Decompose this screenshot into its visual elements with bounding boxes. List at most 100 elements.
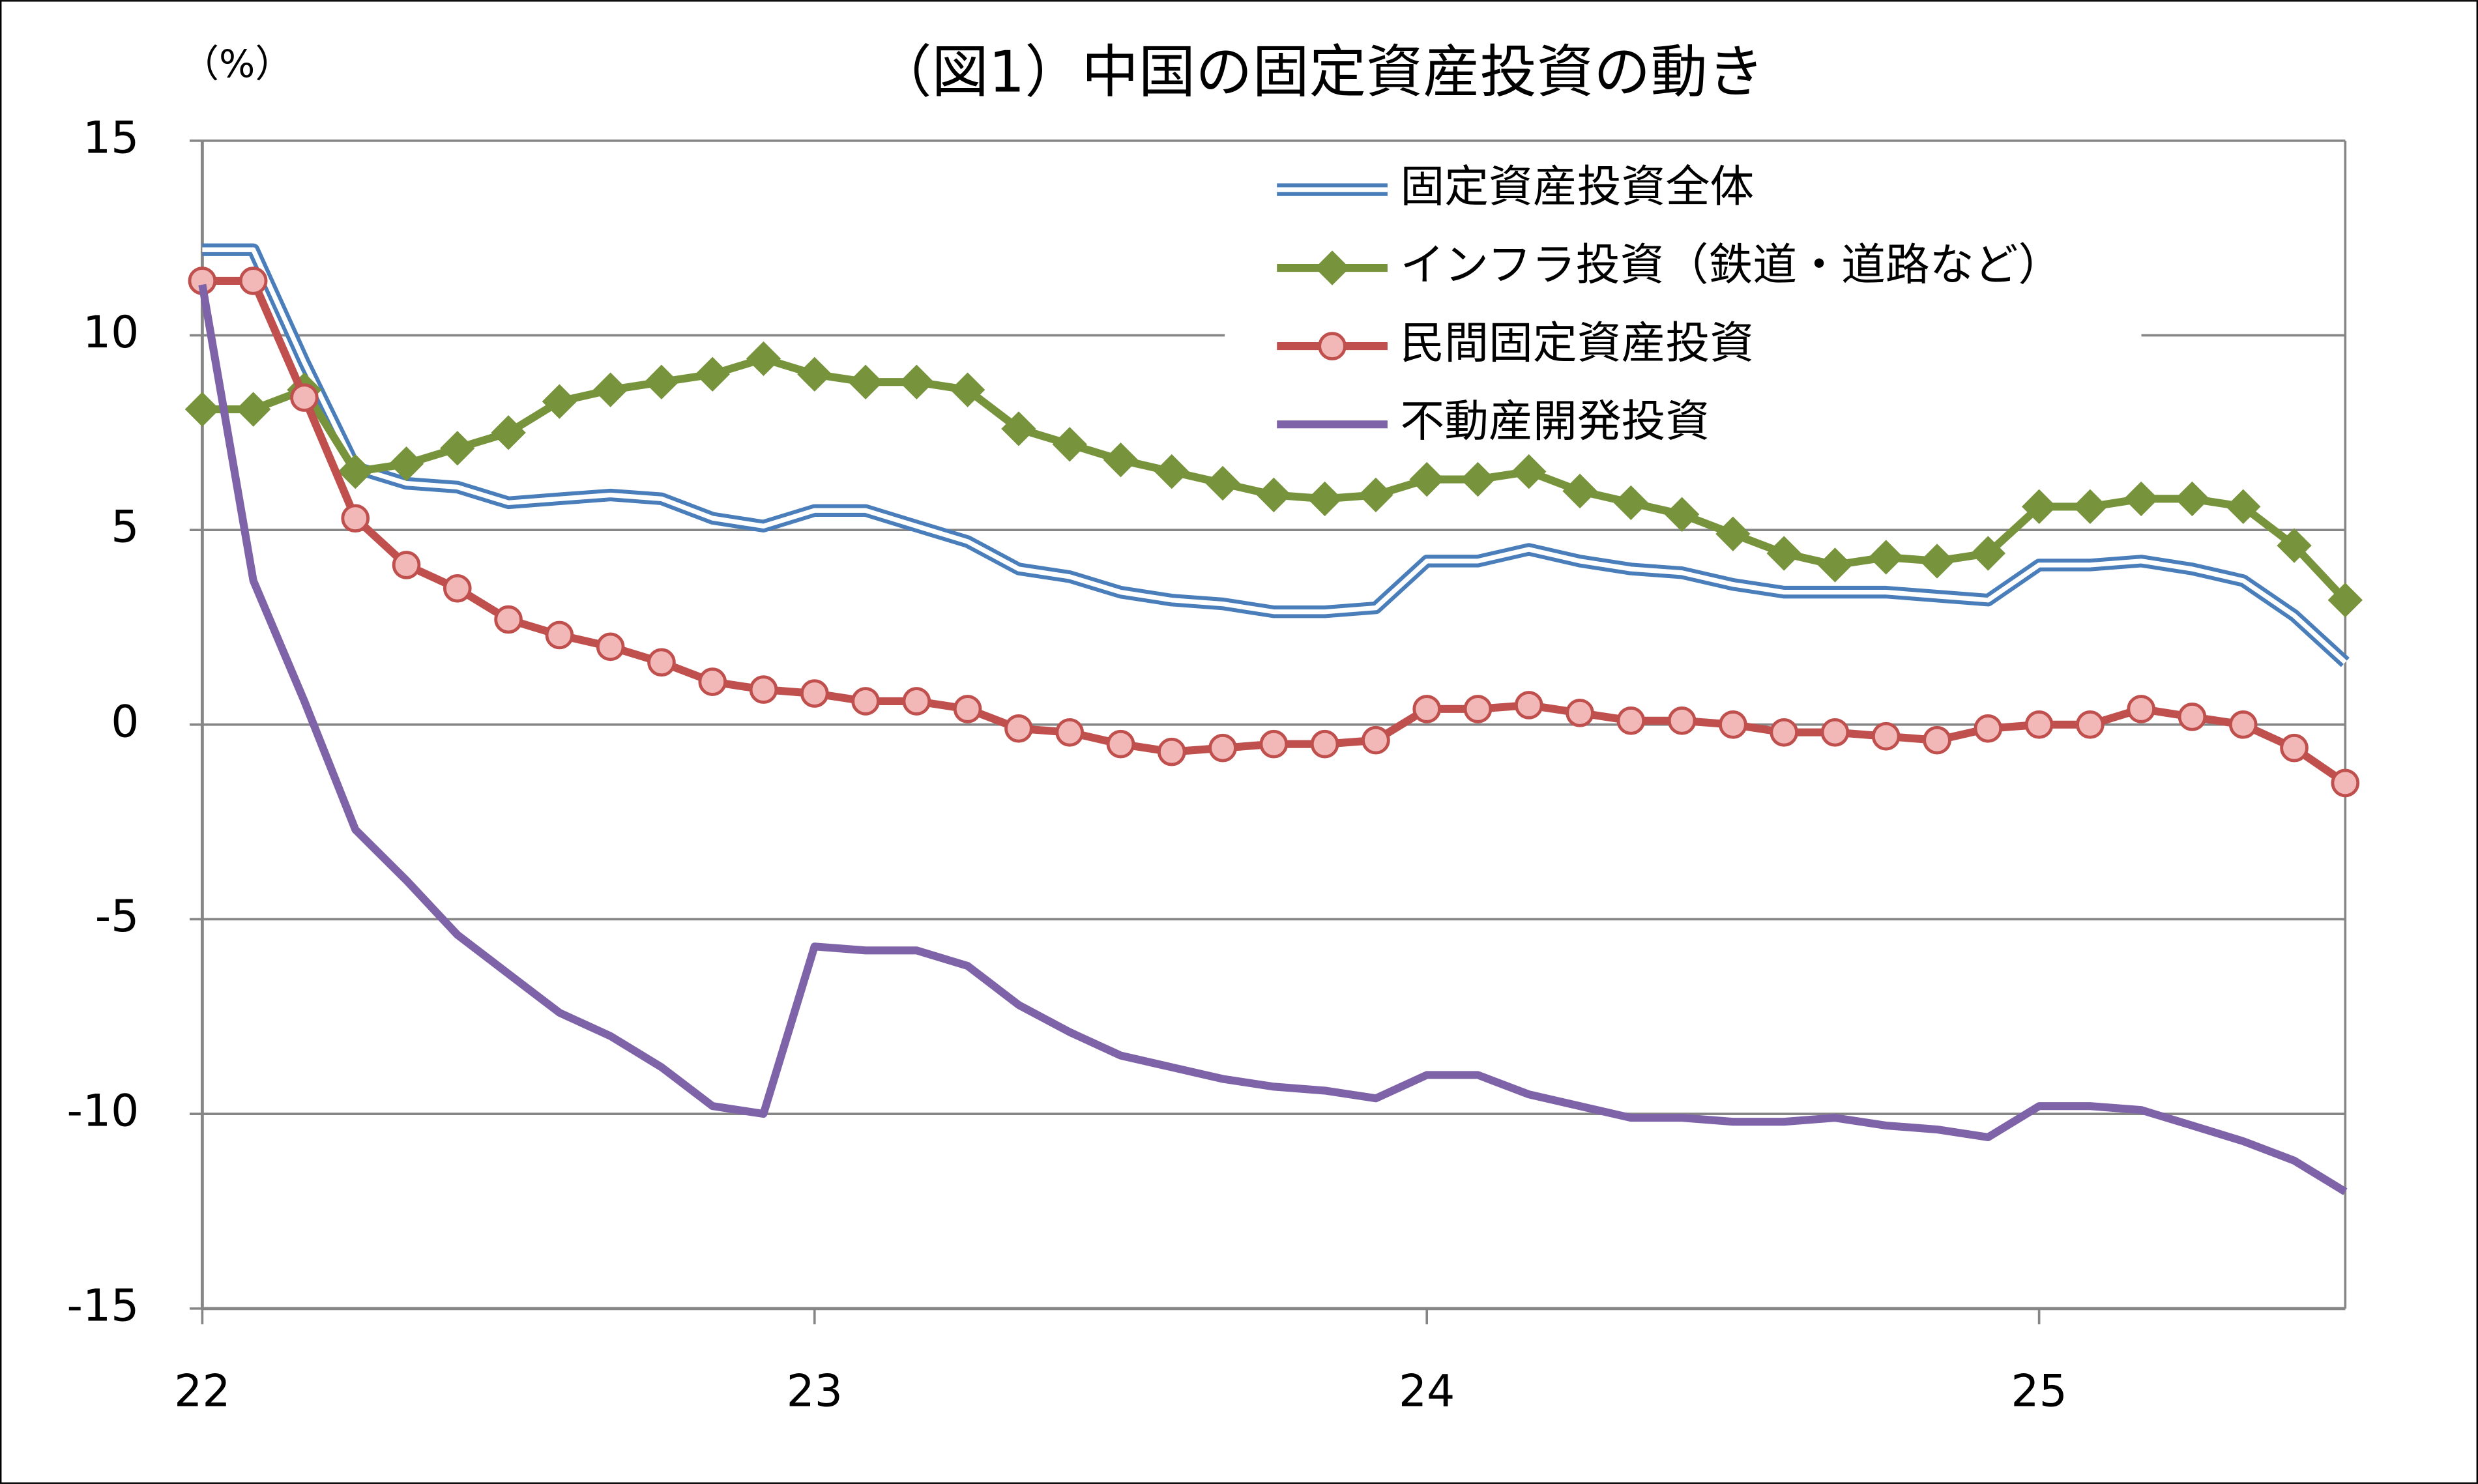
point-marker bbox=[749, 675, 778, 704]
y-tick-label: -15 bbox=[67, 1280, 139, 1331]
legend-background bbox=[1225, 154, 2142, 459]
point-marker bbox=[338, 454, 373, 489]
point-marker bbox=[184, 392, 220, 427]
point-marker bbox=[2024, 710, 2054, 739]
point-marker bbox=[1154, 454, 1189, 489]
point-marker bbox=[1259, 729, 1289, 759]
point-marker bbox=[592, 372, 628, 407]
point-marker bbox=[797, 356, 832, 392]
legend-label: 民間固定資産投資 bbox=[1400, 318, 1754, 370]
point-marker bbox=[1770, 718, 1799, 747]
point-marker bbox=[1514, 691, 1543, 720]
series-line-inner bbox=[202, 247, 2347, 664]
point-marker bbox=[1412, 695, 1442, 723]
point-marker bbox=[1613, 485, 1649, 521]
point-marker bbox=[1719, 710, 1747, 739]
point-marker bbox=[1869, 540, 1904, 575]
legend-label: 固定資産投資全体 bbox=[1400, 162, 1754, 213]
y-axis-label: （%） bbox=[181, 42, 293, 86]
chart-title: （図1）中国の固定資産投資の動き bbox=[875, 38, 1764, 105]
point-marker bbox=[647, 648, 676, 677]
point-marker bbox=[2073, 489, 2108, 525]
point-marker bbox=[1055, 718, 1085, 747]
point-marker bbox=[1817, 547, 1853, 583]
point-marker bbox=[2331, 768, 2360, 798]
point-marker bbox=[1052, 427, 1087, 462]
point-marker bbox=[1310, 729, 1339, 759]
series-line bbox=[198, 284, 2348, 1195]
x-tick-label: 25 bbox=[2011, 1365, 2067, 1417]
point-marker bbox=[902, 687, 931, 716]
point-marker bbox=[494, 605, 523, 634]
point-marker bbox=[1511, 454, 1547, 489]
y-tick-label: 15 bbox=[83, 112, 139, 164]
point-marker bbox=[1664, 497, 1700, 532]
point-marker bbox=[1208, 733, 1237, 763]
point-marker bbox=[2277, 528, 2312, 563]
point-marker bbox=[1362, 725, 1390, 755]
legend-label: 不動産開発投資 bbox=[1400, 396, 1710, 448]
point-marker bbox=[2327, 583, 2363, 618]
point-marker bbox=[1562, 473, 1597, 509]
point-marker bbox=[2021, 489, 2057, 525]
x-tick-label: 23 bbox=[787, 1365, 843, 1417]
point-marker bbox=[235, 392, 271, 427]
legend-marker bbox=[1318, 332, 1347, 360]
point-marker bbox=[1970, 536, 2006, 571]
point-marker bbox=[443, 574, 472, 603]
point-marker bbox=[1871, 721, 1901, 751]
point-marker bbox=[388, 446, 424, 482]
point-marker bbox=[695, 356, 730, 392]
point-marker bbox=[1566, 699, 1594, 727]
point-marker bbox=[440, 431, 475, 466]
y-tick-label: -10 bbox=[67, 1086, 139, 1137]
point-marker bbox=[239, 267, 268, 295]
point-marker bbox=[1205, 465, 1240, 501]
point-marker bbox=[950, 372, 985, 407]
point-marker bbox=[851, 687, 880, 716]
point-marker bbox=[596, 632, 625, 662]
point-marker bbox=[341, 504, 370, 533]
point-marker bbox=[2174, 481, 2210, 517]
point-marker bbox=[1460, 461, 1496, 497]
point-marker bbox=[1923, 725, 1951, 755]
point-marker bbox=[698, 667, 727, 696]
point-marker bbox=[545, 620, 574, 650]
y-tick-label: 0 bbox=[111, 696, 139, 748]
point-marker bbox=[2226, 489, 2261, 525]
point-marker bbox=[1463, 695, 1493, 723]
y-tick-label: 10 bbox=[83, 307, 139, 358]
point-marker bbox=[1106, 729, 1135, 759]
point-marker bbox=[1667, 706, 1697, 735]
point-marker bbox=[1766, 536, 1801, 571]
y-tick-label: -5 bbox=[95, 891, 139, 942]
point-marker bbox=[800, 679, 829, 708]
x-tick-label: 24 bbox=[1399, 1365, 1455, 1417]
x-tick-label: 22 bbox=[174, 1365, 230, 1417]
point-marker bbox=[290, 383, 319, 412]
point-marker bbox=[1919, 544, 1955, 579]
point-marker bbox=[1616, 706, 1646, 735]
point-marker bbox=[1157, 737, 1186, 766]
legend-label: インフラ投資（鉄道・道路など） bbox=[1400, 240, 2062, 291]
point-marker bbox=[1820, 718, 1850, 747]
point-marker bbox=[1307, 481, 1343, 517]
point-marker bbox=[1409, 461, 1444, 497]
point-marker bbox=[2178, 703, 2207, 731]
point-marker bbox=[2280, 733, 2309, 763]
point-marker bbox=[2076, 710, 2105, 739]
point-marker bbox=[1358, 477, 1393, 513]
point-marker bbox=[1256, 477, 1292, 513]
point-marker bbox=[2123, 481, 2159, 517]
point-marker bbox=[491, 415, 526, 450]
point-marker bbox=[1103, 442, 1139, 478]
point-marker bbox=[848, 364, 883, 400]
point-marker bbox=[2127, 695, 2156, 723]
point-marker bbox=[392, 551, 421, 579]
point-marker bbox=[2228, 710, 2258, 739]
point-marker bbox=[1004, 714, 1033, 743]
point-marker bbox=[1974, 714, 2003, 743]
point-marker bbox=[1001, 411, 1036, 446]
